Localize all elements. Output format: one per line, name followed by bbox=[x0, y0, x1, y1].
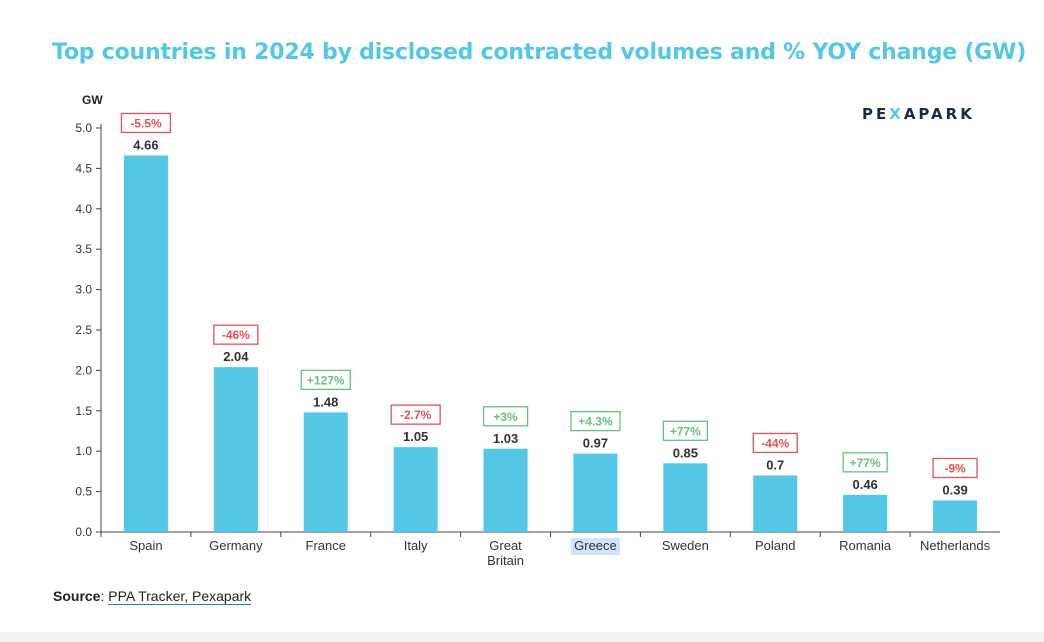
x-category-label: Greece bbox=[574, 538, 617, 553]
yoy-change-box bbox=[482, 406, 529, 427]
source-link[interactable]: PPA Tracker, Pexapark bbox=[108, 588, 252, 605]
y-tick-label: 2.0 bbox=[75, 363, 92, 377]
bar-value-label: 0.97 bbox=[583, 436, 608, 451]
yoy-change-box bbox=[570, 410, 621, 432]
bar-greece bbox=[573, 453, 618, 532]
logo-text-apark: APARK bbox=[903, 105, 975, 123]
bar-value-label: 0.7 bbox=[766, 457, 784, 472]
bar-sweden bbox=[663, 463, 708, 532]
yoy-change-box bbox=[842, 452, 888, 473]
x-category-label: Great bbox=[489, 538, 522, 553]
yoy-change-label: -9% bbox=[944, 461, 966, 475]
x-category-label: Poland bbox=[755, 538, 795, 553]
bar-germany bbox=[213, 367, 258, 532]
yoy-change-label: +77% bbox=[850, 456, 881, 470]
footer-bar bbox=[0, 632, 1044, 642]
bar-value-label: 0.39 bbox=[942, 482, 967, 497]
source-note: Source: PPA Tracker, Pexapark bbox=[53, 588, 252, 605]
category-highlight bbox=[570, 538, 621, 555]
bar-romania bbox=[843, 494, 888, 532]
y-tick-label: 2.5 bbox=[75, 323, 92, 337]
y-tick-label: 1.5 bbox=[75, 404, 92, 418]
x-category-label: Romania bbox=[839, 538, 892, 553]
yoy-change-label: -46% bbox=[222, 328, 250, 342]
x-category-label: Germany bbox=[209, 538, 263, 553]
yoy-change-label: -5.5% bbox=[130, 116, 162, 130]
yoy-change-box bbox=[752, 432, 798, 454]
source-label: Source bbox=[53, 588, 101, 604]
bar-value-label: 4.66 bbox=[133, 137, 158, 152]
bar-france bbox=[303, 412, 348, 532]
bar-chart: GW 0.0 0.5 1.0 1.5 2.0 2.5 3.0 3.5 4.0 4.5 5.0 4.66 -… bbox=[75, 93, 1000, 568]
yoy-change-label: -44% bbox=[761, 436, 789, 450]
pexapark-logo: PE X APARK bbox=[862, 105, 975, 123]
bar-value-label: 0.46 bbox=[852, 477, 877, 492]
bar-poland bbox=[753, 475, 798, 532]
yoy-change-box bbox=[213, 324, 259, 345]
y-tick-label: 3.0 bbox=[75, 283, 92, 297]
x-category-label: Italy bbox=[404, 538, 428, 553]
y-tick-label: 0.0 bbox=[75, 525, 92, 539]
y-tick-label: 1.0 bbox=[75, 444, 92, 458]
yoy-change-label: +4.3% bbox=[578, 415, 613, 429]
bar-value-label: 1.05 bbox=[403, 429, 428, 444]
yoy-change-label: +127% bbox=[307, 373, 345, 387]
yoy-change-label: -2.7% bbox=[400, 408, 432, 422]
yoy-change-box bbox=[932, 457, 978, 479]
logo-x-mark: X bbox=[889, 105, 904, 123]
y-tick-label: 5.0 bbox=[75, 121, 92, 135]
yoy-change-label: +77% bbox=[670, 424, 701, 438]
bar-great-britain bbox=[483, 448, 528, 532]
x-category-label: Netherlands bbox=[920, 538, 991, 553]
y-tick-label: 3.5 bbox=[75, 242, 92, 256]
y-axis-unit-label: GW bbox=[82, 93, 103, 107]
bar-value-label: 1.03 bbox=[493, 431, 518, 446]
yoy-change-label: +3% bbox=[493, 410, 518, 424]
yoy-change-box bbox=[390, 404, 441, 425]
bar-value-label: 2.04 bbox=[223, 349, 249, 364]
x-category-label: Britain bbox=[487, 553, 524, 568]
x-category-label: France bbox=[306, 538, 346, 553]
bar-spain bbox=[123, 155, 168, 533]
yoy-change-box bbox=[662, 420, 708, 441]
y-tick-label: 4.0 bbox=[75, 202, 92, 216]
x-category-label: Spain bbox=[129, 538, 162, 553]
yoy-change-box bbox=[300, 369, 351, 391]
y-tick-label: 4.5 bbox=[75, 161, 92, 175]
bar-netherlands bbox=[933, 500, 978, 532]
bar-italy bbox=[393, 447, 438, 532]
x-category-label: Sweden bbox=[662, 538, 709, 553]
yoy-change-box bbox=[120, 112, 172, 134]
y-tick-label: 0.5 bbox=[75, 485, 92, 499]
bar-value-label: 1.48 bbox=[313, 394, 338, 409]
bar-value-label: 0.85 bbox=[673, 445, 698, 460]
logo-text-pe: PE bbox=[862, 105, 890, 123]
chart-title: Top countries in 2024 by disclosed contr… bbox=[52, 40, 1027, 65]
